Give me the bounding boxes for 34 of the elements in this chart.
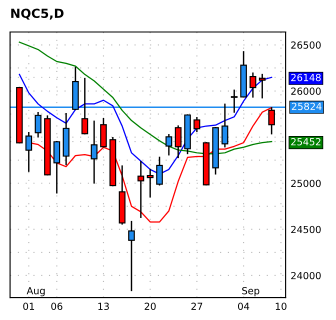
annotation: Aug <box>26 287 45 296</box>
y-tick-label: 24500 <box>291 226 321 234</box>
candlestick <box>146 168 154 198</box>
line-series <box>18 42 272 154</box>
candlestick <box>100 118 107 148</box>
x-tick-label: 06 <box>51 302 62 310</box>
x-tick-label: 04 <box>238 302 250 310</box>
candlestick <box>258 74 266 98</box>
candlestick <box>128 220 135 292</box>
y-tick-label: 26148 <box>291 74 321 82</box>
candlestick <box>81 78 88 134</box>
candlestick <box>25 132 32 172</box>
chart-title: NQC5,D <box>11 8 64 20</box>
x-tick-label: 01 <box>23 302 34 310</box>
y-tick-label: 25452 <box>291 138 320 146</box>
y-tick-label: 26500 <box>291 41 321 49</box>
ref-line-label: 25824 <box>292 102 322 110</box>
candlestick <box>165 134 172 156</box>
x-tick-label: 13 <box>98 302 109 310</box>
candlestick <box>250 72 256 98</box>
candlestick <box>194 116 200 132</box>
y-tick-label: 25000 <box>291 180 321 188</box>
candlestick <box>156 156 163 186</box>
x-tick-label: 10 <box>276 302 286 310</box>
candlestick <box>174 125 182 158</box>
candlestick <box>34 112 42 138</box>
candlestick <box>53 141 60 194</box>
x-tick-label: 27 <box>191 302 202 310</box>
y-tick-label: 26000 <box>291 88 321 95</box>
y-tick-label: 24000 <box>291 272 321 280</box>
x-tick-label: 20 <box>144 302 156 310</box>
candlestick <box>90 120 98 184</box>
candlestick <box>137 161 144 218</box>
annotation: Sep <box>242 287 260 296</box>
